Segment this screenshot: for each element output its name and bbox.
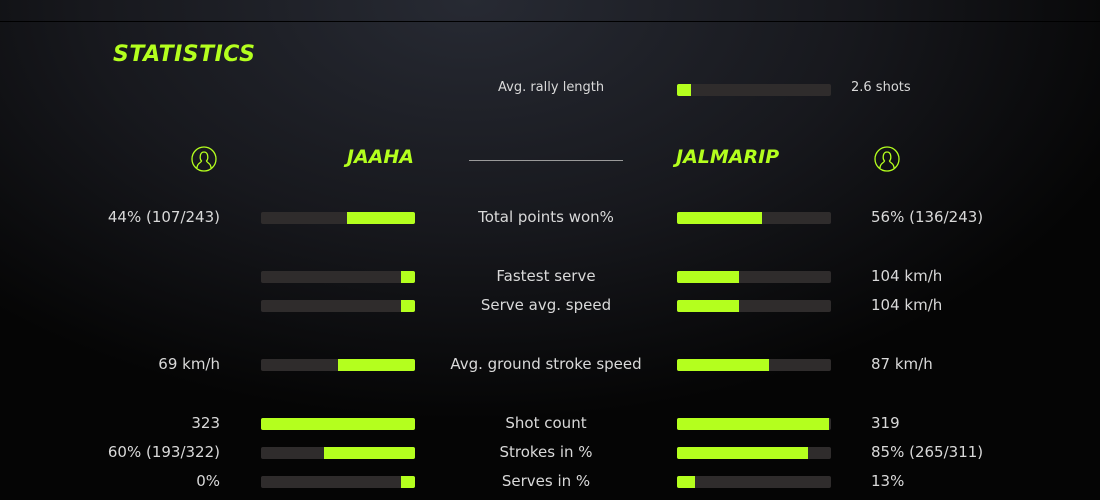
rally-value: 2.6 shots	[851, 80, 911, 95]
right-bar	[677, 271, 831, 283]
bar-fill	[347, 212, 415, 224]
header-divider	[469, 160, 623, 161]
stat-label: Total points won%	[478, 208, 614, 226]
right-bar	[677, 212, 831, 224]
left-value: 44% (107/243)	[107, 208, 220, 226]
user-icon	[191, 146, 217, 172]
stat-label: Serves in %	[501, 472, 591, 490]
stat-label: Serve avg. speed	[480, 296, 612, 314]
left-value: 323	[191, 414, 220, 432]
right-value: 319	[871, 414, 900, 432]
bar-fill	[677, 359, 770, 371]
rally-bar	[677, 84, 831, 96]
left-value: 0%	[196, 472, 220, 490]
left-bar	[261, 418, 415, 430]
left-value: 60% (193/322)	[107, 443, 220, 461]
bar-fill	[261, 418, 415, 430]
bar-fill	[338, 359, 415, 371]
rally-label: Avg. rally length	[498, 80, 605, 95]
left-bar	[261, 300, 415, 312]
bar-fill	[677, 300, 739, 312]
left-bar	[261, 359, 415, 371]
right-value: 104 km/h	[871, 267, 943, 285]
right-value: 104 km/h	[871, 296, 943, 314]
left-bar	[261, 271, 415, 283]
right-value: 13%	[871, 472, 905, 490]
left-value: 69 km/h	[158, 355, 220, 373]
right-value: 85% (265/311)	[871, 443, 984, 461]
bar-fill	[677, 84, 691, 96]
bar-fill	[401, 476, 415, 488]
left-bar	[261, 212, 415, 224]
left-bar	[261, 447, 415, 459]
top-border	[0, 21, 1100, 22]
right-value: 87 km/h	[871, 355, 933, 373]
stat-label: Shot count	[505, 414, 587, 432]
right-bar	[677, 476, 831, 488]
bar-fill	[677, 476, 696, 488]
player-left-name: JAAHA	[346, 146, 414, 168]
bar-fill	[677, 271, 739, 283]
left-bar	[261, 476, 415, 488]
stat-label: Fastest serve	[496, 267, 596, 285]
right-bar	[677, 447, 831, 459]
stat-label: Avg. ground stroke speed	[450, 355, 642, 373]
bar-fill	[677, 447, 808, 459]
bar-fill	[401, 300, 415, 312]
page-title: STATISTICS	[113, 42, 256, 67]
stat-label: Strokes in %	[499, 443, 593, 461]
user-icon	[874, 146, 900, 172]
right-bar	[677, 300, 831, 312]
bar-fill	[324, 447, 415, 459]
bar-fill	[677, 212, 762, 224]
player-right-name: JALMARIP	[676, 146, 780, 168]
bar-fill	[401, 271, 415, 283]
right-bar	[677, 418, 831, 430]
right-bar	[677, 359, 831, 371]
bar-fill	[677, 418, 830, 430]
right-value: 56% (136/243)	[871, 208, 984, 226]
